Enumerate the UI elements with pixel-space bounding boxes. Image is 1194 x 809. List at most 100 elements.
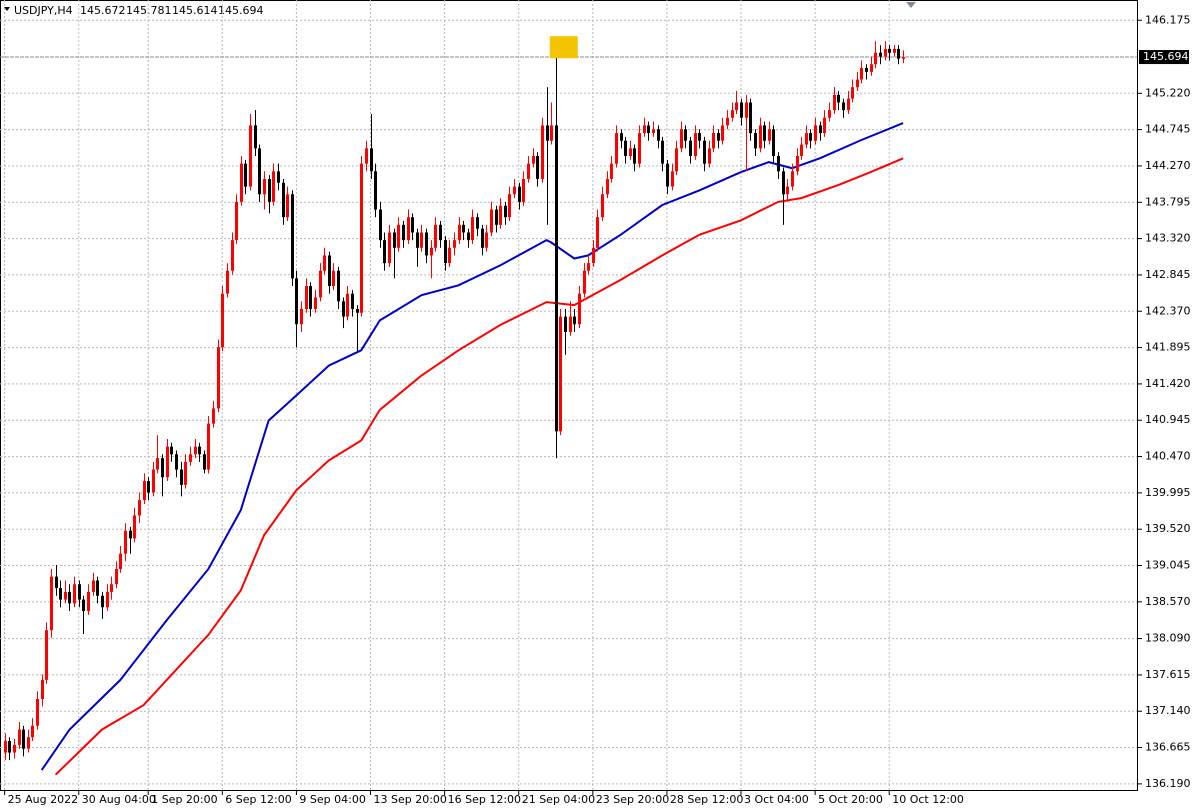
candle-body: [768, 129, 771, 141]
candle-body: [217, 347, 220, 409]
candle-body: [763, 125, 766, 141]
y-tick-label: 143.320: [1145, 232, 1191, 245]
candle-body: [884, 48, 887, 57]
candle-body: [749, 102, 752, 134]
candle-body: [647, 125, 650, 134]
candle-body: [897, 48, 900, 59]
y-tick-label: 144.270: [1145, 159, 1191, 172]
candle-body: [541, 125, 544, 179]
candle-body: [809, 133, 812, 141]
y-tick-label: 140.945: [1145, 413, 1191, 426]
candle-body: [620, 133, 623, 141]
candle-body: [194, 446, 197, 455]
candle-body: [856, 79, 859, 88]
candle-body: [425, 232, 428, 256]
candle-body: [717, 133, 720, 141]
candle-body: [13, 744, 16, 753]
candle-body: [18, 729, 21, 745]
candle-body: [596, 217, 599, 248]
y-tick-label: 140.470: [1145, 450, 1191, 463]
candle-body: [68, 591, 71, 604]
candle-body: [610, 163, 613, 179]
candle-body: [268, 178, 271, 202]
candle-body: [300, 308, 303, 325]
y-tick-label: 142.845: [1145, 268, 1191, 281]
candle-body: [277, 171, 280, 183]
candle-body: [458, 224, 461, 241]
candle-body: [689, 140, 692, 157]
y-tick-label: 142.370: [1145, 304, 1191, 317]
x-tick-label: 28 Sep 12:00: [670, 793, 743, 806]
candle-body: [170, 446, 173, 455]
y-tick-label: 139.520: [1145, 522, 1191, 535]
candle-body: [36, 698, 39, 726]
candle-body: [129, 530, 132, 539]
candle-body: [101, 595, 104, 608]
candle-body: [740, 102, 743, 118]
candle-body: [624, 140, 627, 157]
candle-body: [240, 163, 243, 202]
candle-body: [27, 737, 30, 749]
candle-body: [772, 129, 775, 157]
candle-body: [745, 102, 748, 118]
candle-body: [879, 52, 882, 57]
candle-body: [388, 232, 391, 264]
candle-body: [365, 148, 368, 164]
candle-body: [133, 515, 136, 539]
candle-body: [314, 297, 317, 309]
y-tick-label: 136.190: [1145, 777, 1191, 790]
candle-body: [508, 194, 511, 218]
candle-body: [434, 224, 437, 248]
candle-body: [698, 133, 701, 141]
candle-body: [258, 148, 261, 195]
candle-body: [166, 446, 169, 478]
candle-body: [546, 125, 549, 141]
y-tick-label: 136.665: [1145, 741, 1191, 754]
candle-body: [805, 133, 808, 145]
candle-body: [448, 247, 451, 264]
candle-body: [156, 458, 159, 470]
candle-body: [124, 530, 127, 554]
candle-body: [467, 232, 470, 241]
candle-body: [8, 741, 11, 753]
candle-body: [601, 194, 604, 218]
candle-body: [374, 171, 377, 210]
y-tick-label: 138.570: [1145, 595, 1191, 608]
candle-body: [64, 591, 67, 600]
x-tick-label: 25 Aug 2022: [8, 793, 78, 806]
y-tick-label: 144.745: [1145, 123, 1191, 136]
candle-body: [495, 209, 498, 225]
candle-body: [416, 232, 419, 248]
candle-body: [106, 591, 109, 608]
y-tick-label: 137.615: [1145, 668, 1191, 681]
candle-body: [573, 316, 576, 325]
x-tick-label: 23 Sep 20:00: [596, 793, 669, 806]
y-tick-label: 141.895: [1145, 341, 1191, 354]
candle-body: [198, 446, 201, 455]
high-value: 145.781: [126, 4, 172, 17]
candle-body: [96, 580, 99, 596]
candle-body: [356, 308, 359, 313]
candle-body: [643, 125, 646, 134]
candle-body: [721, 125, 724, 141]
candle-body: [462, 224, 465, 233]
candle-body: [110, 584, 113, 592]
candle-body: [777, 156, 780, 172]
price-box: [1139, 50, 1189, 65]
candle-body: [263, 178, 266, 195]
candle-body: [828, 110, 831, 118]
candle-body: [652, 129, 655, 134]
candle-body: [235, 201, 238, 241]
candle-body: [22, 729, 25, 749]
y-tick-label: 141.420: [1145, 377, 1191, 390]
candle-body: [726, 117, 729, 126]
candle-body: [814, 125, 817, 141]
candle-body: [59, 588, 62, 600]
candle-body: [504, 205, 507, 218]
moving-average: [40, 122, 904, 771]
candle-body: [147, 481, 150, 493]
candle-body: [82, 599, 85, 612]
candle-body: [851, 87, 854, 99]
candle-body: [666, 163, 669, 187]
